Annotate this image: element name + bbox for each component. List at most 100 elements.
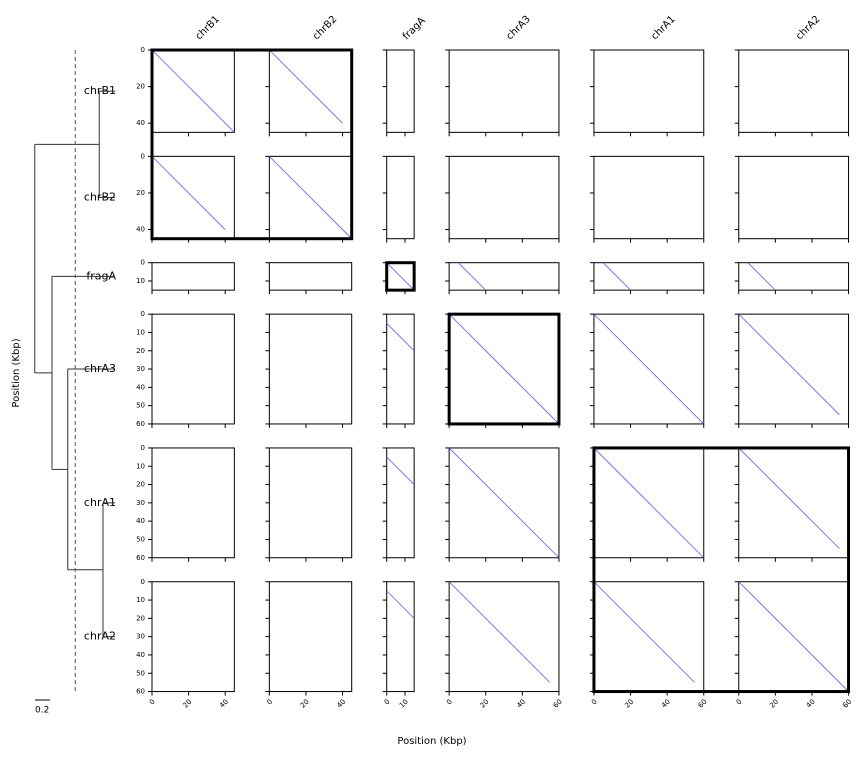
x-tick-label: 20 bbox=[623, 698, 635, 710]
panel bbox=[151, 581, 235, 693]
alignment bbox=[386, 323, 415, 352]
alignment bbox=[448, 313, 560, 425]
panel bbox=[448, 155, 560, 240]
y-tick-label: 20 bbox=[136, 83, 145, 91]
x-tick-label: 10 bbox=[398, 698, 410, 710]
alignment bbox=[151, 156, 226, 230]
x-tick-label: 0 bbox=[735, 698, 744, 707]
column-label: chrA1 bbox=[649, 14, 677, 42]
y-tick-label: 0 bbox=[141, 310, 145, 318]
x-tick-label: 20 bbox=[181, 698, 193, 710]
row-label: chrA1 bbox=[84, 496, 116, 509]
x-tick-label: 0 bbox=[148, 698, 157, 707]
panel bbox=[593, 49, 705, 133]
column-label: fragA bbox=[401, 15, 428, 42]
x-axis-label: Position (Kbp) bbox=[397, 736, 466, 747]
y-tick-label: 40 bbox=[136, 517, 145, 525]
group-box bbox=[150, 48, 354, 241]
y-tick-label: 20 bbox=[136, 189, 145, 197]
y-tick-label: 20 bbox=[136, 481, 145, 489]
x-tick-label: 20 bbox=[479, 698, 491, 710]
panel bbox=[386, 447, 415, 559]
alignment bbox=[602, 262, 631, 291]
y-tick-label: 40 bbox=[136, 226, 145, 234]
y-tick-label: 40 bbox=[136, 651, 145, 659]
panel bbox=[151, 313, 235, 425]
alignment bbox=[448, 581, 551, 683]
column-label: chrB2 bbox=[311, 14, 339, 42]
alignment bbox=[738, 447, 840, 549]
alignment bbox=[151, 49, 235, 133]
y-tick-label: 20 bbox=[136, 347, 145, 355]
panel bbox=[268, 262, 353, 291]
alignment bbox=[458, 262, 487, 291]
y-tick-label: 0 bbox=[141, 578, 145, 586]
x-tick-label: 0 bbox=[383, 698, 392, 707]
alignment bbox=[269, 156, 352, 239]
x-tick-label: 40 bbox=[660, 698, 672, 710]
y-tick-label: 50 bbox=[136, 402, 145, 410]
x-tick-label: 40 bbox=[515, 698, 527, 710]
panel bbox=[738, 49, 850, 133]
y-tick-label: 50 bbox=[136, 669, 145, 677]
y-tick-label: 60 bbox=[136, 554, 145, 562]
alignment bbox=[386, 456, 415, 485]
panel bbox=[738, 155, 850, 240]
panel bbox=[386, 313, 415, 425]
panel bbox=[448, 49, 560, 133]
alignment bbox=[593, 313, 705, 425]
x-tick-label: 0 bbox=[590, 698, 599, 707]
y-tick-label: 60 bbox=[136, 688, 145, 696]
y-tick-label: 40 bbox=[136, 383, 145, 391]
y-tick-label: 0 bbox=[141, 152, 145, 160]
y-tick-label: 10 bbox=[136, 596, 145, 604]
x-tick-label: 0 bbox=[445, 698, 454, 707]
y-tick-label: 30 bbox=[136, 365, 145, 373]
panel bbox=[386, 581, 415, 693]
x-tick-label: 20 bbox=[299, 698, 311, 710]
y-tick-label: 20 bbox=[136, 614, 145, 622]
alignment bbox=[593, 447, 705, 559]
row-label: chrA2 bbox=[84, 630, 116, 643]
panel bbox=[151, 447, 235, 559]
x-tick-label: 40 bbox=[218, 698, 230, 710]
panel bbox=[386, 49, 415, 133]
column-label: chrA2 bbox=[794, 14, 822, 42]
panel bbox=[593, 262, 705, 291]
y-tick-label: 10 bbox=[136, 277, 145, 285]
scale-bar-label: 0.2 bbox=[35, 706, 49, 716]
y-tick-label: 10 bbox=[136, 328, 145, 336]
column-label: chrA3 bbox=[505, 14, 533, 42]
alignment bbox=[386, 590, 415, 619]
panel bbox=[448, 262, 560, 291]
y-tick-label: 0 bbox=[141, 259, 145, 267]
column-label: chrB1 bbox=[194, 14, 222, 42]
group-box bbox=[592, 446, 851, 694]
alignment bbox=[738, 581, 849, 692]
y-tick-label: 50 bbox=[136, 535, 145, 543]
panel bbox=[268, 447, 353, 559]
alignment bbox=[738, 313, 840, 416]
y-tick-label: 10 bbox=[136, 462, 145, 470]
y-tick-label: 0 bbox=[141, 46, 145, 54]
panel bbox=[386, 155, 415, 240]
y-tick-label: 30 bbox=[136, 499, 145, 507]
x-tick-label: 40 bbox=[805, 698, 817, 710]
y-axis-label: Position (Kbp) bbox=[11, 338, 22, 407]
alignment bbox=[386, 262, 413, 289]
x-tick-label: 60 bbox=[841, 698, 853, 710]
alignment bbox=[747, 262, 776, 291]
x-tick-label: 60 bbox=[697, 698, 709, 710]
alignment bbox=[593, 581, 695, 683]
x-tick-label: 40 bbox=[335, 698, 347, 710]
x-tick-label: 60 bbox=[552, 698, 564, 710]
group-box bbox=[447, 312, 561, 426]
panel bbox=[738, 262, 850, 291]
panel bbox=[151, 262, 235, 291]
group-box bbox=[385, 261, 416, 292]
y-tick-label: 60 bbox=[136, 420, 145, 428]
panel bbox=[268, 581, 353, 693]
y-tick-label: 30 bbox=[136, 633, 145, 641]
y-tick-label: 0 bbox=[141, 444, 145, 452]
